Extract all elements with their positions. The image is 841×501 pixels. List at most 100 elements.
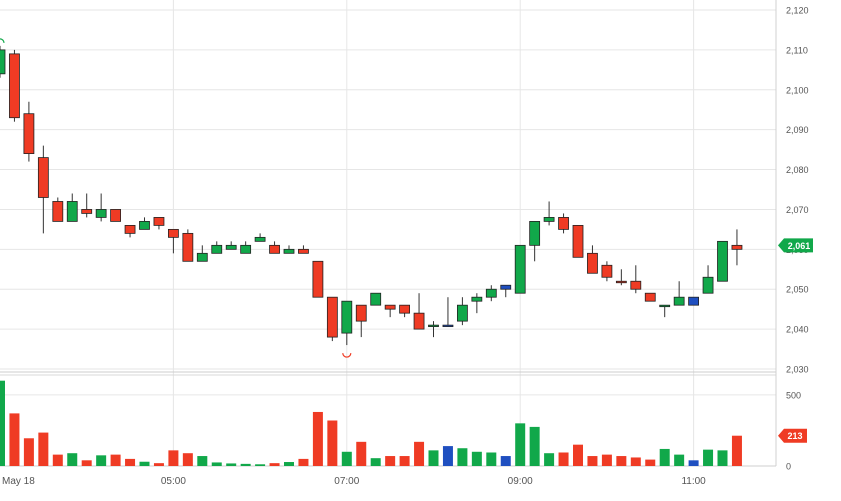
candle-body[interactable]: [644, 292, 656, 302]
volume-bar[interactable]: [442, 446, 453, 466]
candle-body[interactable]: [399, 304, 411, 314]
candle-body[interactable]: [413, 312, 425, 330]
volume-bar[interactable]: [500, 456, 511, 466]
candle-body[interactable]: [500, 284, 512, 290]
candle-body[interactable]: [673, 296, 685, 306]
candle-body[interactable]: [167, 228, 179, 238]
volume-bar[interactable]: [168, 450, 179, 466]
volume-bar[interactable]: [703, 449, 714, 466]
candle-body[interactable]: [341, 300, 353, 334]
volume-bar[interactable]: [110, 454, 121, 466]
volume-bar[interactable]: [356, 441, 367, 466]
candle-body[interactable]: [37, 157, 49, 198]
volume-bar[interactable]: [645, 459, 656, 466]
candle-body[interactable]: [630, 280, 642, 290]
volume-bar[interactable]: [52, 454, 63, 466]
volume-bar[interactable]: [23, 438, 34, 466]
candle-body[interactable]: [139, 221, 150, 230]
candle-body[interactable]: [153, 217, 165, 226]
volume-bar[interactable]: [630, 457, 641, 466]
volume-bar[interactable]: [341, 451, 352, 466]
volume-bar[interactable]: [544, 453, 555, 466]
candle-body[interactable]: [601, 264, 613, 278]
candle-body[interactable]: [572, 224, 584, 258]
candle-body[interactable]: [240, 244, 252, 254]
volume-bar[interactable]: [226, 463, 237, 466]
volume-bar[interactable]: [269, 463, 280, 466]
candle-body[interactable]: [9, 53, 20, 119]
volume-bar[interactable]: [255, 464, 266, 466]
candle-body[interactable]: [95, 209, 107, 218]
volume-bar[interactable]: [486, 452, 497, 466]
candle-body[interactable]: [688, 296, 699, 306]
candle-body[interactable]: [211, 244, 223, 254]
candle-body[interactable]: [731, 244, 743, 250]
volume-bar[interactable]: [601, 454, 612, 466]
candle-body[interactable]: [615, 280, 627, 284]
volume-bar[interactable]: [457, 448, 468, 466]
volume-bar[interactable]: [616, 456, 627, 466]
volume-bar[interactable]: [529, 426, 540, 466]
candle-body[interactable]: [717, 240, 728, 282]
candle-body[interactable]: [514, 244, 526, 294]
volume-bar[interactable]: [370, 458, 381, 466]
candle-body[interactable]: [471, 296, 483, 302]
volume-bar[interactable]: [38, 432, 49, 466]
candle-body[interactable]: [485, 288, 497, 298]
volume-bar[interactable]: [312, 411, 323, 466]
volume-bar[interactable]: [573, 444, 583, 466]
candle-body[interactable]: [587, 252, 598, 274]
volume-bar[interactable]: [0, 380, 5, 466]
candle-body[interactable]: [558, 217, 569, 230]
volume-bar[interactable]: [81, 460, 92, 466]
volume-bar[interactable]: [182, 453, 193, 466]
candle-body[interactable]: [543, 217, 555, 222]
candle-body[interactable]: [81, 209, 93, 214]
candle-body[interactable]: [196, 252, 208, 262]
candle-body[interactable]: [182, 232, 194, 262]
volume-bar[interactable]: [197, 456, 208, 466]
volume-bar[interactable]: [471, 451, 482, 466]
candle-body[interactable]: [66, 201, 78, 222]
candle-body[interactable]: [384, 304, 396, 310]
volume-bar[interactable]: [240, 463, 251, 466]
candle-body[interactable]: [23, 113, 35, 155]
volume-bar[interactable]: [399, 456, 410, 466]
candle-body[interactable]: [428, 324, 439, 328]
volume-bar[interactable]: [284, 462, 294, 466]
volume-bar[interactable]: [731, 435, 742, 466]
candle-body[interactable]: [269, 244, 280, 254]
candle-body[interactable]: [702, 276, 714, 294]
volume-bar[interactable]: [385, 456, 396, 466]
candle-body[interactable]: [254, 236, 266, 242]
candle-body[interactable]: [0, 49, 6, 75]
volume-bar[interactable]: [558, 452, 569, 466]
volume-bar[interactable]: [298, 458, 309, 466]
candle-body[interactable]: [124, 224, 136, 234]
candle-body[interactable]: [225, 244, 237, 250]
candle-body[interactable]: [283, 248, 295, 254]
candle-body[interactable]: [456, 304, 468, 322]
volume-bar[interactable]: [515, 423, 526, 466]
volume-bar[interactable]: [674, 454, 685, 466]
volume-bar[interactable]: [659, 448, 670, 466]
volume-bar[interactable]: [139, 461, 150, 466]
candle-body[interactable]: [110, 209, 121, 222]
volume-bar[interactable]: [327, 420, 338, 467]
volume-bar[interactable]: [428, 450, 439, 466]
volume-bar[interactable]: [9, 413, 20, 466]
candle-body[interactable]: [442, 324, 454, 328]
volume-bar[interactable]: [96, 455, 107, 466]
volume-bar[interactable]: [688, 460, 699, 466]
volume-bar[interactable]: [211, 462, 222, 466]
candle-body[interactable]: [312, 260, 324, 298]
candle-body[interactable]: [370, 292, 382, 306]
candle-body[interactable]: [529, 221, 541, 246]
volume-bar[interactable]: [587, 456, 598, 466]
candle-body[interactable]: [52, 201, 64, 222]
volume-bar[interactable]: [717, 450, 728, 466]
candle-body[interactable]: [355, 304, 367, 322]
volume-bar[interactable]: [153, 463, 164, 466]
